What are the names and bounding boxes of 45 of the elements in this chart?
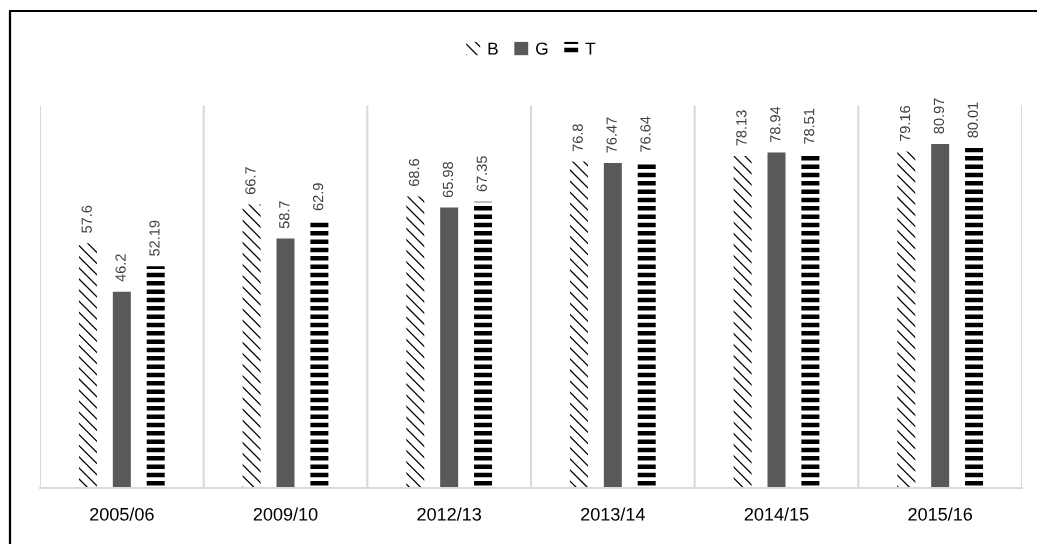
data-label: 46.2 <box>115 254 126 282</box>
x-tick-label: 2012/13 <box>417 507 482 521</box>
data-label: 79.16 <box>899 106 911 142</box>
data-label: 76.8 <box>572 124 583 152</box>
x-tick-label: 2014/15 <box>744 507 809 521</box>
data-label: 57.6 <box>81 205 92 233</box>
x-tick-label: 2005/06 <box>90 507 154 521</box>
bar <box>310 220 329 488</box>
data-label: 78.94 <box>770 106 781 143</box>
bar <box>603 163 622 488</box>
data-label: 78.13 <box>736 110 747 146</box>
bar <box>733 155 752 488</box>
data-label: 52.19 <box>149 220 160 256</box>
data-label: 76.64 <box>640 116 651 152</box>
data-label: 66.7 <box>245 167 256 195</box>
data-label: 62.9 <box>312 183 324 211</box>
x-tick-label: 2013/14 <box>581 507 645 521</box>
bar <box>440 207 459 488</box>
bar <box>474 201 493 488</box>
data-label: 80.01 <box>967 102 978 138</box>
x-tick-label: 2015/16 <box>908 507 973 521</box>
legend-label: G <box>536 42 548 55</box>
bar <box>78 243 97 488</box>
data-label: 67.35 <box>476 156 487 192</box>
bar <box>897 151 916 488</box>
bar <box>965 147 984 488</box>
bar <box>112 291 131 488</box>
bar <box>569 161 588 488</box>
bar <box>406 196 425 488</box>
legend-label: B <box>488 42 498 55</box>
data-label: 68.6 <box>408 158 420 186</box>
bar <box>931 143 950 488</box>
bar <box>801 154 820 488</box>
data-label: 80.97 <box>933 98 945 134</box>
legend-label: T <box>585 42 596 55</box>
data-label: 65.98 <box>442 162 454 198</box>
data-label: 78.51 <box>803 108 815 144</box>
bar <box>146 266 165 488</box>
data-label: 76.47 <box>606 117 617 153</box>
bar <box>242 204 261 488</box>
x-tick-label: 2009/10 <box>253 507 318 521</box>
data-label: 58.7 <box>279 201 290 229</box>
bar <box>767 152 786 488</box>
bar <box>276 238 295 488</box>
bar <box>637 162 656 488</box>
